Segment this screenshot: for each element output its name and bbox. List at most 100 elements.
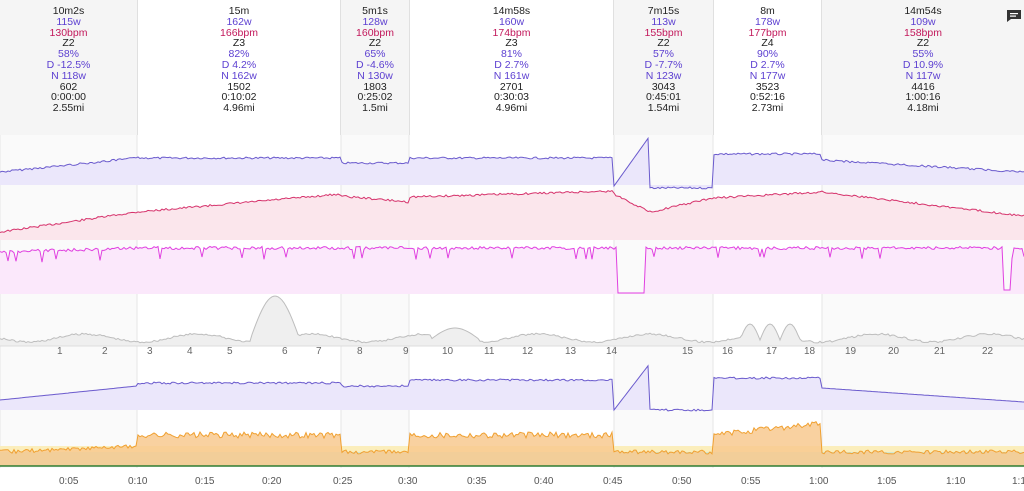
time-tick: 1:10: [946, 476, 966, 487]
work-band: [713, 135, 822, 468]
lap-marker[interactable]: 15: [682, 346, 694, 357]
interval-6[interactable]: 8m 178w 177bpm Z4 90% D 2.7% N 177w 3523 0:52:16…: [713, 0, 822, 135]
interval-decoupling: D -4.6%: [356, 58, 394, 71]
interval-start: 1:00:16: [905, 91, 941, 104]
lap-marker[interactable]: 22: [982, 346, 994, 357]
rest-band: [0, 135, 137, 468]
interval-duration: 8m: [760, 5, 775, 17]
interval-start: 0:00:00: [50, 91, 87, 104]
interval-decoupling: D -12.5%: [46, 58, 91, 71]
interval-pct: 82%: [228, 48, 250, 61]
interval-3[interactable]: 5m1s 128w 160bpm Z2 65% D -4.6% N 130w 1803 0:25…: [341, 0, 409, 135]
lap-marker[interactable]: 7: [316, 346, 322, 357]
interval-2[interactable]: 15m 162w 166bpm Z3 82% D 4.2% N 162w 1502 0:10:0…: [137, 0, 341, 135]
interval-start: 0:10:02: [221, 91, 257, 104]
lap-marker[interactable]: 1: [57, 346, 63, 357]
interval-duration: 7m15s: [647, 5, 680, 17]
interval-num: 3043: [651, 80, 676, 93]
interval-duration: 14m54s: [904, 5, 942, 17]
interval-zone: Z2: [916, 37, 930, 50]
lap-marker[interactable]: 10: [442, 346, 454, 357]
interval-start: 0:52:16: [749, 91, 786, 104]
lap-marker[interactable]: 19: [845, 346, 857, 357]
lap-marker[interactable]: 2: [102, 346, 108, 357]
interval-num: 2701: [499, 80, 524, 93]
lap-marker[interactable]: 3: [147, 346, 153, 357]
lap-marker[interactable]: 13: [565, 346, 577, 357]
hr-line: [0, 189, 1024, 233]
time-tick: 0:15: [195, 476, 215, 487]
interval-duration: 5m1s: [362, 5, 388, 17]
lap-marker[interactable]: 8: [357, 346, 363, 357]
rest-band: [341, 135, 409, 468]
time-tick: 0:25: [333, 476, 353, 487]
interval-dist: 4.96mi: [223, 102, 255, 115]
elevation-area: [0, 296, 1024, 346]
interval-pct: 57%: [652, 48, 674, 61]
cadence-area: [0, 246, 1024, 294]
interval-num: 602: [59, 80, 78, 93]
interval-pct: 81%: [500, 48, 522, 61]
interval-duration: 14m58s: [492, 5, 531, 17]
interval-header: 10m2s 115w 130bpm Z2 58% D -12.5% N 118w 602 0:0…: [0, 0, 1024, 135]
lap-marker[interactable]: 14: [606, 346, 618, 357]
lap-marker[interactable]: 4: [187, 346, 193, 357]
time-tick: 0:45: [603, 476, 623, 487]
interval-zone: Z3: [505, 37, 518, 50]
power-line: [0, 136, 1024, 190]
interval-duration: 10m2s: [52, 5, 85, 17]
lap-marker[interactable]: 11: [484, 346, 495, 357]
interval-power: 109w: [910, 15, 936, 28]
lap-marker[interactable]: 5: [227, 346, 233, 357]
interval-decoupling: D 10.9%: [902, 58, 944, 71]
interval-start: 0:25:02: [357, 91, 393, 104]
interval-dist: 1.5mi: [362, 102, 388, 115]
interval-decoupling: D -7.7%: [644, 58, 683, 71]
lap-marker[interactable]: 17: [766, 346, 778, 357]
interval-np: N 177w: [749, 69, 786, 82]
zone-area: [0, 421, 1024, 466]
interval-4[interactable]: 14m58s 160w 174bpm Z3 81% D 2.7% N 161w 2701 0:3…: [409, 0, 614, 135]
interval-5[interactable]: 7m15s 113w 155bpm Z2 57% D -7.7% N 123w 3043 0:4…: [614, 0, 713, 135]
chat-icon[interactable]: [1006, 9, 1022, 23]
lap-marker[interactable]: 6: [282, 346, 288, 357]
interval-dist: 1.54mi: [647, 102, 680, 115]
interval-np: N 117w: [905, 69, 941, 82]
activity-charts: [0, 135, 1024, 468]
interval-start: 0:30:03: [493, 91, 530, 104]
interval-zone: Z2: [657, 37, 670, 50]
lap-marker[interactable]: 16: [722, 346, 734, 357]
time-tick: 0:05: [59, 476, 79, 487]
rest-band: [614, 135, 713, 468]
lap-marker[interactable]: 20: [888, 346, 900, 357]
interval-np: N 161w: [493, 69, 530, 82]
interval-hr: 174bpm: [492, 26, 531, 39]
lap-marker[interactable]: 9: [403, 346, 409, 357]
interval-decoupling: D 4.2%: [221, 58, 257, 71]
interval-power: 128w: [362, 15, 388, 28]
lap-marker[interactable]: 18: [804, 346, 816, 357]
interval-num: 1502: [227, 80, 251, 93]
interval-hr: 130bpm: [49, 26, 88, 39]
interval-power: 178w: [754, 15, 781, 28]
interval-hr: 177bpm: [748, 26, 787, 39]
interval-dist: 2.73mi: [751, 102, 784, 115]
interval-pct: 55%: [912, 48, 934, 61]
interval-1[interactable]: 10m2s 115w 130bpm Z2 58% D -12.5% N 118w 602 0:0…: [0, 0, 137, 135]
interval-np: N 123w: [645, 69, 682, 82]
interval-7[interactable]: 14m54s 109w 158bpm Z2 55% D 10.9% N 117w 4416 1:…: [822, 0, 1024, 135]
interval-pct: 90%: [756, 48, 778, 61]
interval-zone: Z2: [62, 37, 75, 50]
lap-marker[interactable]: 21: [934, 346, 946, 357]
interval-start: 0:45:01: [645, 91, 682, 104]
interval-dist: 4.96mi: [495, 102, 528, 115]
lap-marker[interactable]: 12: [522, 346, 534, 357]
interval-decoupling: D 2.7%: [494, 58, 529, 71]
interval-np: N 162w: [221, 69, 257, 82]
power2-line: [0, 364, 1024, 412]
time-tick: 1:00: [809, 476, 829, 487]
interval-dist: 4.18mi: [907, 102, 939, 115]
hr-area: [0, 190, 1024, 240]
time-tick: 0:35: [467, 476, 487, 487]
work-band: [409, 135, 614, 468]
